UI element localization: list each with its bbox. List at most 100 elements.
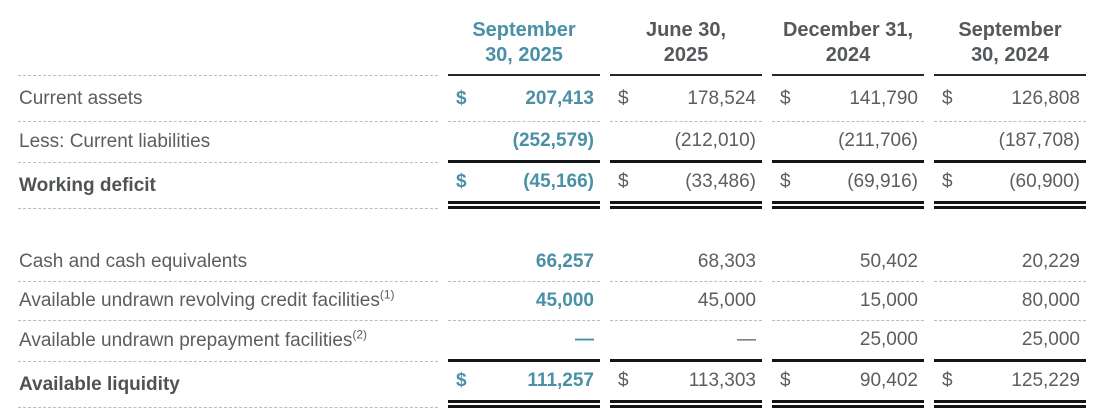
- amount-value: 50,402: [859, 251, 918, 272]
- dollar-sign: $: [456, 370, 467, 391]
- amount-cell: 45,000: [448, 282, 600, 321]
- column-header-line1: September: [958, 19, 1062, 41]
- column-header-line2: 2024: [825, 44, 871, 66]
- amount-value: 141,790: [849, 88, 918, 109]
- amount-cell: $125,229: [934, 362, 1086, 408]
- amount-cell: —: [610, 321, 762, 362]
- amount-value: 20,229: [1021, 251, 1080, 272]
- dollar-sign: $: [780, 171, 791, 192]
- amount-value: 207,413: [525, 88, 594, 109]
- amount-cell: 25,000: [772, 321, 924, 362]
- table-row-available-undrawn-prepayment-facilities: Available undrawn prepayment facilities(…: [18, 321, 1086, 362]
- column-header-line2: 30, 2024: [971, 44, 1049, 66]
- table-row-working-deficit: Working deficit $ (45,166) $ (33,486) $ (69…: [18, 163, 1086, 209]
- amount-value: 126,808: [1011, 88, 1080, 109]
- dollar-sign: $: [618, 171, 629, 192]
- amount-cell: 66,257: [448, 243, 600, 282]
- amount-cell: (212,010): [610, 122, 762, 163]
- row-label: Available undrawn prepayment facilities(…: [18, 321, 438, 362]
- amount-cell: 20,229: [934, 243, 1086, 282]
- column-header-dec-31-2024: December 31, 2024: [772, 8, 924, 76]
- financial-liquidity-table: September 30, 2025 June 30, 2025 Decembe…: [8, 8, 1096, 408]
- amount-value: 45,000: [697, 290, 756, 311]
- amount-value: (252,579): [512, 130, 594, 151]
- amount-cell: $ (69,916): [772, 163, 924, 209]
- amount-value: 178,524: [687, 88, 756, 109]
- row-label: Current assets: [18, 76, 438, 122]
- column-header-jun-30-2025: June 30, 2025: [610, 8, 762, 76]
- amount-cell: (252,579): [448, 122, 600, 163]
- amount-cell: 25,000: [934, 321, 1086, 362]
- amount-value: 45,000: [535, 290, 594, 311]
- amount-value: 15,000: [859, 290, 918, 311]
- amount-value: 113,303: [688, 370, 756, 391]
- table-row-available-liquidity: Available liquidity $111,257 $113,303 $9…: [18, 362, 1086, 408]
- footnote-ref: (2): [352, 327, 368, 342]
- spacer-row: [18, 209, 1086, 243]
- amount-cell: (187,708): [934, 122, 1086, 163]
- dollar-sign: $: [618, 370, 629, 391]
- amount-cell: —: [448, 321, 600, 362]
- table-row-current-assets: Current assets $207,413 $178,524 $141,79…: [18, 76, 1086, 122]
- column-header-line2: 2025: [663, 44, 709, 66]
- amount-value: (33,486): [685, 171, 756, 192]
- amount-value: (187,708): [998, 130, 1080, 151]
- amount-cell: $126,808: [934, 76, 1086, 122]
- amount-cell: $90,402: [772, 362, 924, 408]
- amount-cell: 45,000: [610, 282, 762, 321]
- row-label: Less: Current liabilities: [18, 122, 438, 163]
- amount-cell: $111,257: [448, 362, 600, 408]
- amount-value: 111,257: [527, 370, 594, 391]
- row-label: Working deficit: [18, 163, 438, 209]
- amount-value: —: [575, 329, 594, 350]
- dollar-sign: $: [456, 88, 467, 109]
- amount-cell: $178,524: [610, 76, 762, 122]
- amount-cell: $ (33,486): [610, 163, 762, 209]
- column-header-line2: 30, 2025: [485, 44, 563, 66]
- amount-value: 90,402: [859, 370, 918, 391]
- table-row-less-current-liabilities: Less: Current liabilities (252,579) (212…: [18, 122, 1086, 163]
- amount-cell: $113,303: [610, 362, 762, 408]
- dollar-sign: $: [942, 88, 953, 109]
- amount-cell: $ (45,166): [448, 163, 600, 209]
- column-header-sep-30-2025: September 30, 2025: [448, 8, 600, 76]
- header-spacer-cell: [18, 8, 438, 76]
- amount-cell: 50,402: [772, 243, 924, 282]
- amount-value: —: [737, 329, 756, 350]
- amount-value: (212,010): [674, 130, 756, 151]
- column-header-line1: December 31,: [782, 19, 914, 41]
- table-row-cash-and-cash-equivalents: Cash and cash equivalents 66,257 68,303 …: [18, 243, 1086, 282]
- amount-value: 125,229: [1011, 370, 1080, 391]
- amount-cell: $207,413: [448, 76, 600, 122]
- column-header-sep-30-2024: September 30, 2024: [934, 8, 1086, 76]
- column-header-line1: June 30,: [645, 19, 727, 41]
- amount-cell: $141,790: [772, 76, 924, 122]
- dollar-sign: $: [942, 171, 953, 192]
- amount-value: (60,900): [1009, 171, 1080, 192]
- amount-value: 66,257: [535, 251, 594, 272]
- dollar-sign: $: [942, 370, 953, 391]
- dollar-sign: $: [780, 88, 791, 109]
- amount-cell: 80,000: [934, 282, 1086, 321]
- column-header-line1: September: [472, 19, 576, 41]
- amount-value: (69,916): [847, 171, 918, 192]
- amount-cell: $ (60,900): [934, 163, 1086, 209]
- amount-value: (211,706): [838, 130, 918, 151]
- amount-cell: 68,303: [610, 243, 762, 282]
- amount-cell: 15,000: [772, 282, 924, 321]
- dollar-sign: $: [456, 171, 467, 192]
- dollar-sign: $: [618, 88, 629, 109]
- amount-value: 25,000: [859, 329, 918, 350]
- amount-value: 68,303: [697, 251, 756, 272]
- row-label: Available undrawn revolving credit facil…: [18, 282, 438, 321]
- header-row: September 30, 2025 June 30, 2025 Decembe…: [18, 8, 1086, 76]
- table-row-available-undrawn-revolving-credit-facilities: Available undrawn revolving credit facil…: [18, 282, 1086, 321]
- dollar-sign: $: [780, 370, 791, 391]
- amount-value: 80,000: [1021, 290, 1080, 311]
- row-label: Cash and cash equivalents: [18, 243, 438, 282]
- amount-cell: (211,706): [772, 122, 924, 163]
- row-label: Available liquidity: [18, 362, 438, 408]
- amount-value: 25,000: [1021, 329, 1080, 350]
- footnote-ref: (1): [379, 287, 395, 302]
- amount-value: (45,166): [523, 171, 594, 192]
